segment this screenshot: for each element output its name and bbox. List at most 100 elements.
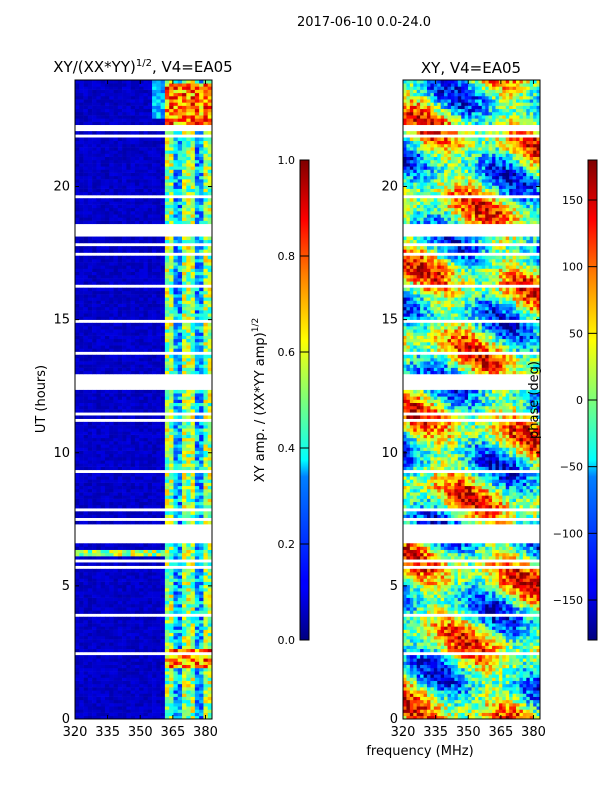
heatmap-cell [143, 603, 149, 608]
heatmap-cell [139, 683, 144, 688]
heatmap-cell [173, 504, 179, 509]
heatmap-cell [186, 492, 191, 496]
heatmap-cell [109, 236, 114, 241]
heatmap-cell [130, 578, 136, 582]
heatmap-cell [207, 361, 212, 365]
heatmap-cell [160, 278, 166, 282]
heatmap-cell [177, 575, 183, 579]
heatmap-cell [83, 361, 89, 365]
heatmap-cell [126, 562, 131, 566]
heatmap-cell [177, 188, 183, 193]
heatmap-cell [152, 389, 157, 394]
heatmap-cell [194, 239, 200, 244]
heatmap-cell [160, 485, 166, 490]
heatmap-cell [143, 687, 149, 691]
heatmap-cell [207, 543, 212, 547]
heatmap-cell [104, 214, 110, 218]
heatmap-cell [113, 389, 119, 394]
heatmap-cell [182, 696, 187, 701]
heatmap-cell [164, 204, 170, 209]
heatmap-cell [96, 268, 101, 272]
heatmap-cell [92, 303, 97, 308]
heatmap-cell [126, 495, 131, 499]
heatmap-cell [203, 472, 209, 477]
heatmap-cell [182, 642, 187, 646]
heatmap-cell [190, 584, 196, 589]
heatmap-cell [100, 655, 106, 659]
heatmap-cell [117, 460, 123, 464]
heatmap-cell [104, 671, 110, 675]
heatmap-cell [100, 306, 106, 311]
heatmap-cell [134, 255, 140, 260]
heatmap-cell [199, 335, 204, 340]
heatmap-cell [126, 588, 131, 592]
heatmap-cell [186, 348, 191, 352]
heatmap-cell [147, 434, 153, 439]
heatmap-cell [169, 188, 174, 193]
heatmap-cell [173, 498, 179, 503]
heatmap-cell [182, 591, 187, 595]
heatmap-cell [122, 306, 127, 311]
heatmap-cell [182, 402, 187, 407]
heatmap-cell [147, 616, 153, 621]
heatmap-cell [87, 492, 93, 496]
heatmap-cell [126, 619, 131, 624]
heatmap-cell [156, 549, 161, 554]
heatmap-cell [87, 460, 93, 464]
heatmap-cell [190, 658, 196, 662]
heatmap-cell [156, 568, 161, 573]
heatmap-cell [186, 680, 191, 685]
heatmap-cell [83, 188, 89, 193]
heatmap-cell [169, 166, 174, 170]
figure-title: 2017-06-10 0.0-24.0 [297, 15, 431, 30]
heatmap-cell [104, 667, 110, 672]
heatmap-cell [100, 354, 106, 359]
heatmap-cell [182, 680, 187, 685]
heatmap-cell [79, 310, 84, 314]
heatmap-cell [130, 201, 136, 205]
heatmap-cell [152, 214, 157, 218]
heatmap-cell [156, 520, 161, 525]
heatmap-cell [160, 287, 166, 292]
heatmap-cell [134, 332, 140, 336]
heatmap-cell [122, 460, 127, 464]
heatmap-cell [130, 131, 136, 135]
heatmap-cell [152, 441, 157, 445]
heatmap-cell [190, 683, 196, 688]
heatmap-cell [122, 166, 127, 170]
heatmap-cell [83, 140, 89, 145]
heatmap-cell [83, 690, 89, 694]
heatmap-cell [139, 367, 144, 372]
heatmap-cell [160, 696, 166, 701]
heatmap-cell [164, 137, 170, 142]
heatmap-cell [134, 703, 140, 707]
heatmap-cell [190, 265, 196, 269]
heatmap-cell [207, 370, 212, 375]
heatmap-cell [104, 335, 110, 340]
heatmap-cell [152, 495, 157, 499]
heatmap-cell [182, 182, 187, 186]
heatmap-cell [194, 578, 200, 582]
heatmap-cell [186, 281, 191, 285]
heatmap-cell [199, 255, 204, 260]
heatmap-cell [152, 185, 157, 189]
heatmap-cell [113, 297, 119, 301]
heatmap-cell [164, 207, 170, 212]
heatmap-cell [83, 201, 89, 205]
heatmap-cell [173, 457, 179, 461]
heatmap-cell [143, 121, 149, 126]
heatmap-cell [100, 556, 106, 560]
heatmap-cell [134, 623, 140, 627]
heatmap-cell [126, 310, 131, 314]
heatmap-cell [104, 619, 110, 624]
heatmap-cell [199, 485, 204, 490]
heatmap-cell [156, 629, 161, 634]
heatmap-cell [139, 671, 144, 675]
heatmap-cell [126, 236, 131, 241]
heatmap-cell [104, 690, 110, 694]
heatmap-cell [152, 399, 157, 403]
heatmap-cell [104, 118, 110, 122]
heatmap-cell [143, 367, 149, 372]
heatmap-cell [182, 603, 187, 608]
heatmap-cell [169, 511, 174, 515]
